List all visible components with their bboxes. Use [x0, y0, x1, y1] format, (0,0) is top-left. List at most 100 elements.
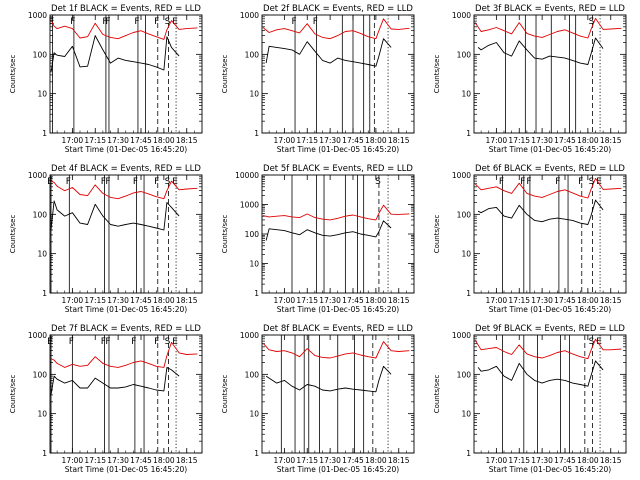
lld-series-line: [262, 18, 410, 40]
x-tick-label: 17:45: [342, 296, 364, 305]
y-tick-label: 1: [254, 129, 259, 138]
event-marker-label: S: [375, 177, 381, 187]
x-tick-label: 17:15: [84, 456, 106, 465]
x-tick-label: 17:00: [62, 296, 84, 305]
plot-frame: [49, 334, 203, 454]
event-marker-label: F: [526, 177, 531, 187]
event-marker-label: F: [499, 177, 504, 187]
y-tick-label: 100: [245, 370, 260, 379]
x-tick-label: 17:15: [296, 136, 318, 145]
y-tick-label: 1000: [28, 171, 47, 180]
y-tick-label: 1: [42, 449, 47, 458]
panel-det-1: Det 1f BLACK = Events, RED = LLD Counts/s…: [9, 4, 203, 154]
event-marker-label: F: [313, 17, 318, 27]
x-tick-label: 17:45: [130, 296, 152, 305]
events-series-line: [50, 366, 180, 395]
event-marker-label: F: [154, 177, 159, 187]
y-tick-label: 100: [245, 50, 260, 59]
x-tick-label: 17:30: [319, 296, 341, 305]
events-series-line: [265, 220, 392, 241]
y-tick-label: 1: [466, 449, 471, 458]
y-tick-label: 10000: [235, 171, 259, 180]
event-marker-label: F: [105, 177, 110, 187]
x-tick-label: 18:00: [577, 456, 599, 465]
y-tick-label: 100: [457, 210, 472, 219]
y-tick-label: 1000: [240, 201, 259, 210]
events-series-line: [265, 38, 392, 67]
y-tick-label: 1: [254, 449, 259, 458]
x-tick-label: 17:30: [107, 456, 129, 465]
x-tick-label: 18:15: [176, 296, 198, 305]
y-tick-label: 10: [461, 90, 471, 99]
y-tick-label: 1000: [28, 331, 47, 340]
y-tick-label: 1000: [28, 11, 47, 20]
y-tick-label: 10: [37, 250, 47, 259]
y-axis-label: Counts/sec: [9, 375, 17, 414]
lld-series-line: [50, 19, 198, 40]
plot-frame: [49, 14, 203, 134]
y-tick-label: 10: [461, 410, 471, 419]
event-marker-label: F: [131, 337, 136, 347]
y-tick-label: 10: [249, 410, 259, 419]
x-tick-label: 17:00: [274, 456, 296, 465]
panel-det-9: Det 9f BLACK = Events, RED = LLD Counts/s…: [433, 324, 627, 474]
lld-series-line: [474, 338, 622, 360]
y-tick-label: 1000: [240, 11, 259, 20]
panel-title: Det 2f BLACK = Events, RED = LLD: [263, 4, 413, 14]
lld-series-line: [474, 17, 622, 39]
event-marker-label: E: [172, 17, 178, 27]
event-marker-label: E: [172, 337, 178, 347]
panel-det-5: Det 5f BLACK = Events, RED = LLD Counts/s…: [221, 164, 415, 314]
y-tick-label: 100: [457, 370, 472, 379]
panel-title: Det 7f BLACK = Events, RED = LLD: [51, 324, 201, 334]
panel-det-8: Det 8f BLACK = Events, RED = LLD Counts/s…: [221, 324, 415, 474]
x-tick-label: 18:15: [388, 296, 410, 305]
y-axis-label: Counts/sec: [433, 375, 441, 414]
y-tick-label: 1: [42, 289, 47, 298]
event-marker-label: F: [105, 337, 110, 347]
x-tick-label: 17:30: [531, 136, 553, 145]
x-tick-label: 17:00: [62, 456, 84, 465]
y-tick-label: 1000: [240, 331, 259, 340]
x-tick-label: 18:00: [365, 456, 387, 465]
x-tick-label: 18:15: [388, 456, 410, 465]
x-tick-label: 18:00: [577, 136, 599, 145]
x-tick-label: 18:00: [153, 456, 175, 465]
x-tick-label: 17:45: [130, 456, 152, 465]
lld-series-line: [262, 204, 410, 221]
x-tick-label: 17:15: [296, 296, 318, 305]
panel-title: Det 5f BLACK = Events, RED = LLD: [263, 164, 413, 174]
y-axis-label: Counts/sec: [9, 215, 17, 254]
x-tick-label: 17:45: [130, 136, 152, 145]
x-tick-label: 17:15: [84, 136, 106, 145]
plot-frame: [473, 334, 627, 454]
event-marker-label: S: [165, 177, 171, 187]
x-tick-label: 17:00: [486, 296, 508, 305]
event-marker-label: F: [102, 17, 107, 27]
plot-frame: [473, 14, 627, 134]
y-tick-label: 100: [33, 210, 48, 219]
x-tick-label: 17:15: [508, 136, 530, 145]
event-marker-label: S: [589, 337, 595, 347]
plot-frame: [261, 14, 415, 134]
x-tick-label: 18:15: [600, 136, 622, 145]
x-tick-label: 17:30: [107, 296, 129, 305]
y-tick-label: 10: [37, 90, 47, 99]
x-tick-label: 17:00: [274, 136, 296, 145]
event-marker-label: F: [70, 17, 75, 27]
event-marker-label: S: [165, 337, 171, 347]
x-tick-label: 17:30: [319, 136, 341, 145]
x-tick-label: 18:15: [600, 456, 622, 465]
panel-title: Det 8f BLACK = Events, RED = LLD: [263, 324, 413, 334]
x-tick-label: 18:00: [153, 296, 175, 305]
lld-series-line: [50, 180, 198, 200]
x-tick-label: 17:30: [531, 296, 553, 305]
y-tick-label: 1000: [452, 11, 471, 20]
y-tick-label: 1: [42, 129, 47, 138]
event-marker-label: F: [154, 17, 159, 27]
event-marker-label: F: [133, 177, 138, 187]
x-tick-label: 17:15: [508, 296, 530, 305]
x-tick-label: 17:15: [296, 456, 318, 465]
x-tick-label: 18:15: [600, 296, 622, 305]
events-series-line: [265, 365, 392, 393]
